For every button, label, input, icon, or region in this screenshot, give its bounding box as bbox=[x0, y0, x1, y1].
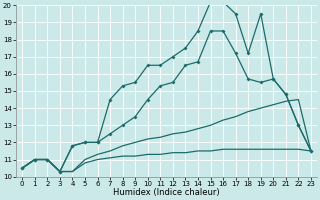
X-axis label: Humidex (Indice chaleur): Humidex (Indice chaleur) bbox=[113, 188, 220, 197]
